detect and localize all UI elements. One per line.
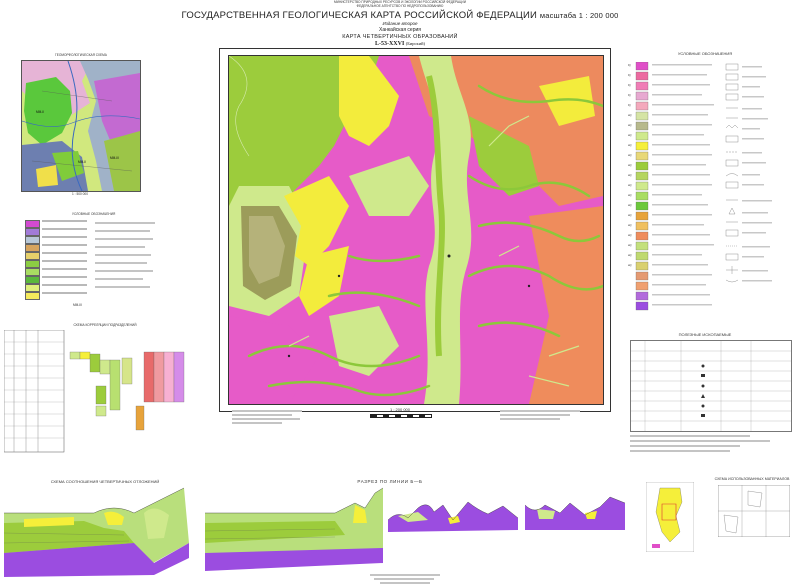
location-map [646, 482, 694, 552]
unit-code-label: aQ [628, 264, 632, 267]
section-title-block: РАЗРЕЗ ПО ЛИНИИ Б—Б [340, 479, 440, 484]
scheme-correlation-title: СХЕМА КОРРЕЛЯЦИИ ПОДРАЗДЕЛЕНИЙ [73, 323, 137, 327]
unit-code-label: aQ [628, 214, 632, 217]
agency-line-2: ФЕДЕРАЛЬНОЕ АГЕНТСТВО ПО НЕДРОПОЛЬЗОВАНИ… [356, 4, 444, 8]
inset-legend-row [25, 244, 195, 252]
inset-legend: ММ-III [25, 220, 185, 315]
unit-code-label: aQ [628, 204, 632, 207]
inset-legend-row [25, 268, 195, 276]
inset-legend-row [25, 228, 195, 236]
map-imprint-left [232, 410, 312, 428]
unit-code-label: aQ [628, 164, 632, 167]
bottom-correlation-title: СХЕМА СООТНОШЕНИЯ ЧЕТВЕРТИЧНЫХ ОТЛОЖЕНИЙ [50, 479, 160, 484]
unit-code-label: aQ [628, 174, 632, 177]
inset-map: ММ-II ММ-II ММ-III [21, 60, 141, 192]
sheet-title-block: ГОСУДАРСТВЕННАЯ ГЕОЛОГИЧЕСКАЯ КАРТА РОСС… [0, 10, 800, 21]
agency-line-1: МИНИСТЕРСТВО ПРИРОДНЫХ РЕСУРСОВ И ЭКОЛОГ… [334, 0, 466, 4]
cross-section-1 [4, 483, 204, 578]
section-line-label: Б—Б [410, 479, 423, 484]
inset-legend-row [25, 252, 195, 260]
minerals-notes [630, 433, 790, 463]
unit-code-label: aQ [628, 114, 632, 117]
sheet-scale: масштаба 1 : 200 000 [539, 11, 619, 20]
cross-section-4 [525, 485, 630, 535]
unit-code-label: aQ [628, 144, 632, 147]
sheet-title: ГОСУДАРСТВЕННАЯ ГЕОЛОГИЧЕСКАЯ КАРТА РОСС… [181, 10, 538, 21]
main-map-frame [219, 48, 611, 412]
inset-legend-row [25, 260, 195, 268]
unit-code-label: aQ [628, 124, 632, 127]
minerals-legend-title: ПОЛЕЗНЫЕ ИСКОПАЕМЫЕ [678, 332, 732, 337]
main-map-scale: 1 : 200 000 [389, 407, 411, 412]
inset-zone-label-3: ММ-III [110, 156, 120, 160]
sheet-name: (Бирский) [405, 41, 426, 46]
unit-code-label: lQ [628, 84, 631, 87]
unit-code-label: aQ [628, 194, 632, 197]
unit-code-label: aQ [628, 224, 632, 227]
inset-zone-label-1: ММ-II [36, 110, 45, 114]
sheet-id-block: L-53-XXVI (Бирский) [0, 41, 800, 47]
minerals-table [630, 340, 792, 432]
cross-section-3 [388, 490, 518, 540]
map-imprint-right [500, 410, 590, 428]
main-map[interactable] [228, 55, 604, 405]
right-legend: lQ lQ lQ lQ lQ aQ aQ aQ aQ aQ aQ aQ aQ aQ aQ aQ aQ aQ aQ aQ… [628, 62, 788, 320]
inset-legend-row [25, 236, 195, 244]
unit-code-label: aQ [628, 254, 632, 257]
section-title: РАЗРЕЗ ПО ЛИНИИ [357, 479, 409, 484]
unit-code-label: aQ [628, 154, 632, 157]
series-label: Ханкайская серия [379, 27, 421, 33]
inset-legend-code: ММ-III [73, 303, 83, 307]
unit-code-label: lQ [628, 64, 631, 67]
inset-legend-row [25, 220, 195, 228]
sheet-id: L-53-XXVI [374, 41, 405, 47]
inset-map-title: ГЕОМОРФОЛОГИЧЕСКАЯ СХЕМА [55, 53, 107, 57]
unit-code-label: lQ [628, 94, 631, 97]
unit-code-label: aQ [628, 234, 632, 237]
inset-legend-title: УСЛОВНЫЕ ОБОЗНАЧЕНИЯ [72, 212, 116, 216]
unit-code-label: lQ [628, 74, 631, 77]
scale-bar [370, 414, 432, 418]
inset-legend-row [25, 284, 195, 292]
cross-section-2 [205, 483, 385, 578]
inset-legend-row [25, 276, 195, 284]
footer-imprint [360, 572, 450, 584]
index-title: СХЕМА ИСПОЛЬЗОВАННЫХ МАТЕРИАЛОВ [714, 477, 790, 481]
inset-scale: 1 : 500 000 [72, 192, 88, 196]
unit-code-label: lQ [628, 104, 631, 107]
unit-code-label: aQ [628, 184, 632, 187]
edition-label: Издание второе [382, 21, 418, 26]
map-type-label: КАРТА ЧЕТВЕРТИЧНЫХ ОБРАЗОВАНИЙ [342, 34, 458, 40]
index-grid [718, 485, 790, 537]
correlation-scheme [4, 330, 194, 455]
inset-legend-row [25, 292, 195, 300]
inset-zone-label-2: ММ-II [78, 160, 87, 164]
unit-code-label: aQ [628, 134, 632, 137]
unit-code-label: aQ [628, 244, 632, 247]
right-legend-title: УСЛОВНЫЕ ОБОЗНАЧЕНИЯ [677, 51, 733, 56]
